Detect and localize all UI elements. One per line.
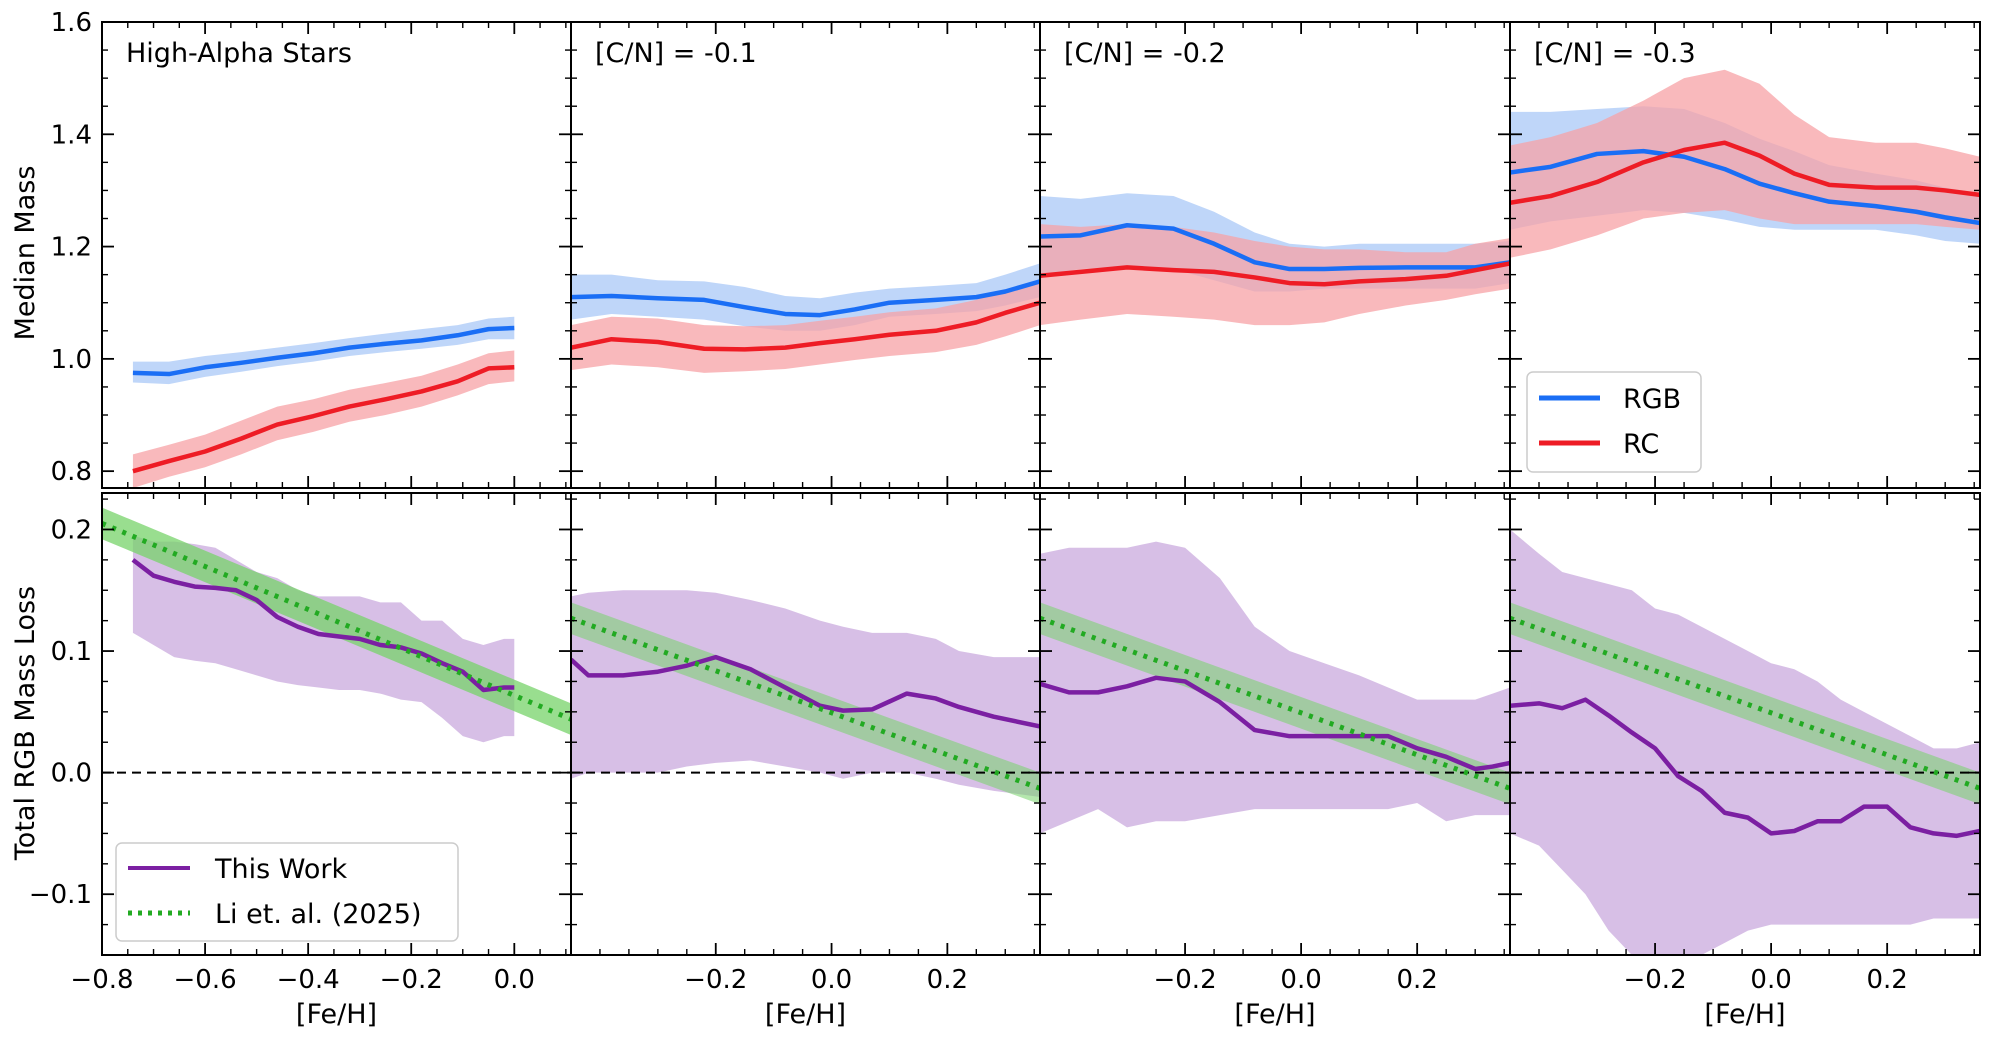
legend-this-work-label: This Work <box>214 854 347 885</box>
x-tick-label: 0.0 <box>1750 965 1791 995</box>
plot-area-bottom-4 <box>1510 529 1980 955</box>
y-tick-label: 0.8 <box>51 457 92 487</box>
panel-title-top-4: [C/N] = -0.3 <box>1534 38 1696 69</box>
panels-layer: 0.8 1.0 1.2 1.4 1.6 High-Alpha Stars [C/N] = -… <box>29 8 1981 1030</box>
series-line-rgb-top-3 <box>1040 222 1510 272</box>
panel-title-top-2: [C/N] = -0.1 <box>595 38 757 69</box>
top-row-ylabel: Median Mass <box>10 166 41 341</box>
axes-frame-bottom-4 <box>1509 492 1981 956</box>
series-line-rgb-top-2 <box>571 279 1040 318</box>
panel-bottom-4: −0.2 0.0 0.2 [Fe/H] <box>1509 492 1981 1030</box>
y-tick-label: 1.2 <box>51 233 92 263</box>
x-tick-label: −0.2 <box>684 965 747 995</box>
band-this-work-bottom-4 <box>1510 529 1980 955</box>
plot-area-top-2 <box>571 263 1040 373</box>
plot-area-top-3 <box>1040 193 1510 326</box>
panel-top-4: [C/N] = -0.3 <box>1509 21 1981 489</box>
band-li-et-al-2025--bottom-2 <box>571 602 1040 805</box>
band-li-et-al-2025--bottom-3 <box>1040 602 1510 805</box>
series-line-rgb-top-4 <box>1510 148 1980 226</box>
series-line-rc-top-1 <box>132 365 515 474</box>
band-rc-top-1 <box>132 350 515 488</box>
x-tick-label: −0.6 <box>174 965 237 995</box>
panel-bottom-2: −0.2 0.0 0.2 [Fe/H] <box>570 492 1041 1030</box>
axes-frame-top-2 <box>570 21 1041 489</box>
x-tick-label: −0.8 <box>70 965 133 995</box>
series-line-li-et-al-2025--bottom-1 <box>102 521 571 722</box>
y-tick-label: 1.0 <box>51 345 92 375</box>
panel-top-3: [C/N] = -0.2 <box>1039 21 1511 489</box>
legend-rc-label: RC <box>1623 429 1659 460</box>
series-line-rc-top-2 <box>571 300 1040 352</box>
series-line-rgb-top-1 <box>132 325 515 377</box>
band-li-et-al-2025--bottom-4 <box>1510 602 1980 805</box>
band-rc-top-4 <box>1510 69 1980 258</box>
x-tick-label: 0.0 <box>494 965 535 995</box>
axes-frame-top-4 <box>1509 21 1981 489</box>
series-line-rc-top-4 <box>1510 140 1980 206</box>
plot-area-top-4 <box>1510 69 1980 258</box>
panel-top-1: 0.8 1.0 1.2 1.4 1.6 High-Alpha Stars <box>51 8 572 489</box>
panel-title-top-1: High-Alpha Stars <box>126 38 352 69</box>
series-line-this-work-bottom-2 <box>571 654 1040 729</box>
x-tick-label: 0.2 <box>1396 965 1437 995</box>
plot-area-bottom-2 <box>571 590 1040 805</box>
x-axis-label-bottom-4: [Fe/H] <box>1704 999 1785 1030</box>
x-tick-label: 0.0 <box>1280 965 1321 995</box>
panel-top-2: [C/N] = -0.1 <box>570 21 1041 489</box>
y-tick-label: 0.1 <box>51 637 92 667</box>
x-tick-label: −0.2 <box>1623 965 1686 995</box>
x-tick-label: −0.2 <box>380 965 443 995</box>
y-tick-label: 0.0 <box>51 759 92 789</box>
bottom-row-ylabel: Total RGB Mass Loss <box>10 586 41 861</box>
legend-bottom-frame <box>115 842 459 942</box>
legend-rgb-label: RGB <box>1623 384 1681 415</box>
x-tick-label: −0.4 <box>277 965 340 995</box>
y-tick-label: 1.6 <box>51 8 92 38</box>
band-rc-top-2 <box>571 280 1040 373</box>
plot-area-bottom-3 <box>1040 541 1510 834</box>
x-tick-label: −0.2 <box>1153 965 1216 995</box>
legend-li-label: Li et. al. (2025) <box>215 899 421 930</box>
plot-area-bottom-1 <box>102 507 571 774</box>
panel-bottom-3: −0.2 0.0 0.2 [Fe/H] <box>1039 492 1511 1030</box>
y-tick-label: −0.1 <box>29 880 92 910</box>
panel-title-top-3: [C/N] = -0.2 <box>1064 38 1226 69</box>
legend-this-work-li: This Work Li et. al. (2025) <box>115 842 459 942</box>
band-rc-top-3 <box>1040 224 1510 326</box>
series-line-rc-top-3 <box>1040 261 1510 287</box>
x-axis-label-bottom-3: [Fe/H] <box>1234 999 1315 1030</box>
x-axis-label-bottom-1: [Fe/H] <box>296 999 377 1030</box>
y-tick-label: 1.4 <box>51 120 92 150</box>
legend-rgb-rc: RGB RC <box>1526 371 1702 473</box>
series-line-this-work-bottom-4 <box>1510 697 1980 839</box>
y-tick-label: 0.2 <box>51 515 92 545</box>
x-axis-label-bottom-2: [Fe/H] <box>765 999 846 1030</box>
x-tick-label: 0.2 <box>927 965 968 995</box>
series-line-this-work-bottom-3 <box>1040 675 1510 772</box>
x-tick-label: 0.2 <box>1866 965 1907 995</box>
x-tick-label: 0.0 <box>811 965 852 995</box>
plot-area-top-1 <box>132 316 515 488</box>
panel-bottom-1: −0.8 −0.6 −0.4 −0.2 0.0 −0.1 0.0 0.1 0.2 [Fe/H] <box>29 492 572 1030</box>
